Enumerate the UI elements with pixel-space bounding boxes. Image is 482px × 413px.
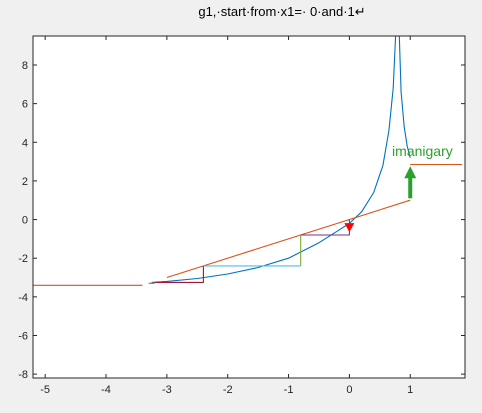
axes-group: -5 -4 -3 -2 -1 0 1 -8 -6 -4 -2 0 2 4 6 8 <box>18 35 466 396</box>
cobweb-step-1 <box>154 265 204 283</box>
x-tick-label: -3 <box>162 384 172 396</box>
x-tick-label: -2 <box>223 384 233 396</box>
x-tick-label: -5 <box>40 384 50 396</box>
y-tick-label: -4 <box>18 292 28 304</box>
y-tick-label: -2 <box>18 253 28 265</box>
x-tick-label: 0 <box>346 384 352 396</box>
y-tick-label: 2 <box>22 176 28 188</box>
plot-area-background <box>33 36 465 378</box>
arrow-red-down <box>344 223 355 233</box>
annotation-group: imanigary <box>344 143 453 233</box>
series-curve-left <box>151 36 397 283</box>
y-tick-label: 0 <box>22 215 28 227</box>
chart-title: g1,·start·from·x1=· 0·and·1↵ <box>198 4 365 19</box>
x-tick-label: 1 <box>407 384 413 396</box>
y-tick-label: 8 <box>22 60 28 72</box>
series-line <box>166 199 411 279</box>
x-tick-label: -1 <box>284 384 294 396</box>
y-tick-label: -8 <box>18 369 28 381</box>
y-tick-label: 4 <box>22 137 28 149</box>
arrow-green-up <box>408 176 413 199</box>
y-tick-label: -6 <box>18 330 28 342</box>
annotation-imaginary: imanigary <box>392 143 453 159</box>
plot-frame <box>32 35 466 379</box>
series-group <box>33 36 462 286</box>
series-curve-right <box>398 36 411 158</box>
y-tick-label: 6 <box>22 99 28 111</box>
x-tick-label: -4 <box>101 384 111 396</box>
